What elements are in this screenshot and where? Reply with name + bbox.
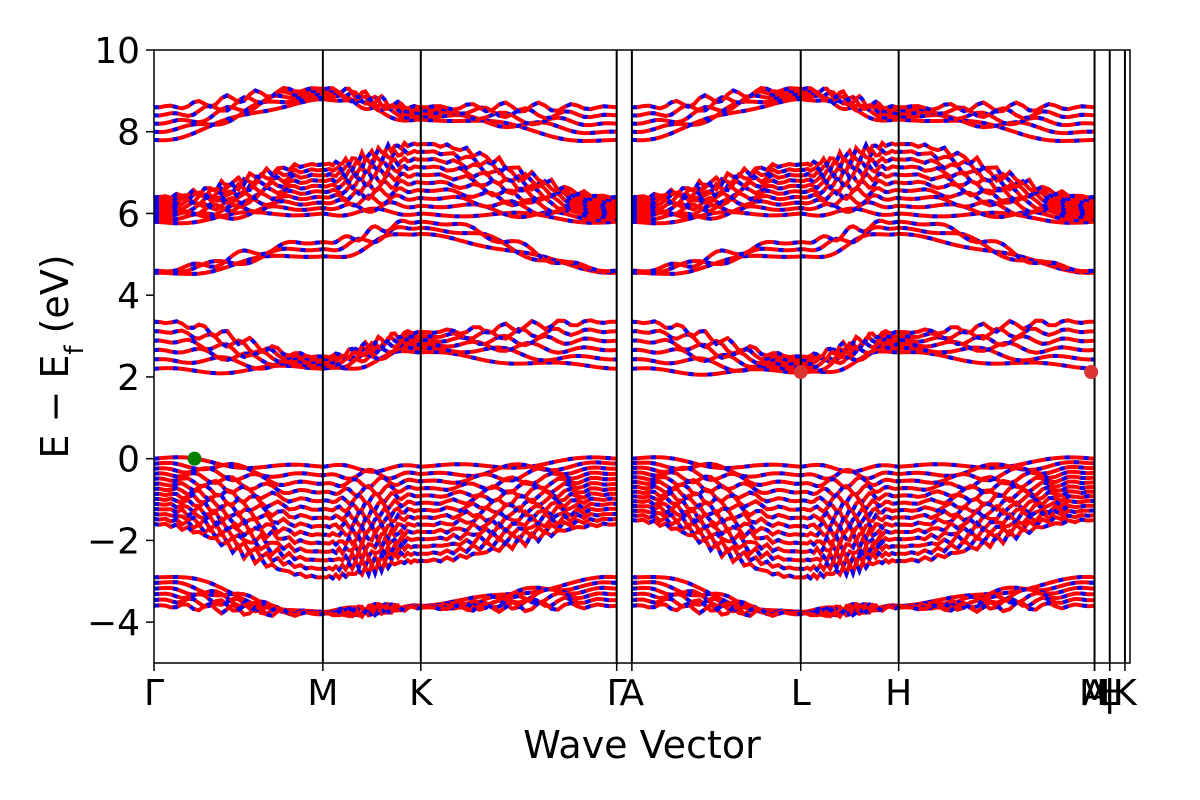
band-spin-down-14 <box>153 496 617 539</box>
band-spin-down-33 <box>153 178 617 214</box>
band-spin-down-43 <box>154 85 617 114</box>
band-spin-up-7 <box>631 460 1095 481</box>
band-spin-down-14 <box>631 493 1095 539</box>
x-tick-label-0: Γ <box>144 673 164 714</box>
band-spin-up-21 <box>631 345 1095 374</box>
x-tick-label-9: | <box>1104 673 1116 714</box>
band-spin-down-27 <box>631 225 1095 275</box>
band-spin-up-15 <box>153 501 617 550</box>
x-tick-label-1: M <box>307 673 338 714</box>
x-tick-label-5: L <box>791 673 811 714</box>
band-spin-down-27 <box>153 225 617 275</box>
y-tick-label-3: 2 <box>117 358 140 399</box>
band-spin-up-30 <box>153 200 617 223</box>
band-spin-up-32 <box>153 185 617 217</box>
y-axis: −4 −2 0 2 4 6 8 10 <box>87 31 154 644</box>
band-lines <box>153 85 1095 620</box>
band-spin-up-20 <box>631 349 1095 377</box>
y-axis-label: E − Ef (eV) <box>33 254 90 458</box>
y-tick-label-5: 6 <box>117 194 140 235</box>
band-spin-down-35 <box>631 162 1095 209</box>
band-spin-up-9 <box>631 469 1095 498</box>
y-tick-label-2: 0 <box>117 440 140 481</box>
band-spin-up-29 <box>153 206 617 226</box>
x-tick-label-3: Γ <box>607 673 627 714</box>
band-spin-down-8 <box>153 465 617 490</box>
band-spin-up-16 <box>631 503 1095 558</box>
x-tick-label-8: M <box>1079 673 1110 714</box>
plot-frame <box>153 49 1131 664</box>
band-spin-up-28 <box>153 218 617 274</box>
marker-cbm-2 <box>1084 365 1099 380</box>
band-spin-up-19 <box>631 517 1095 582</box>
band-spin-up-26 <box>154 231 617 276</box>
band-spin-down-25 <box>631 318 1095 360</box>
band-spin-up-19 <box>153 521 617 582</box>
band-spin-down-10 <box>631 474 1095 506</box>
band-spin-down-5 <box>631 599 1095 620</box>
y-tick-label-1: −2 <box>87 521 140 562</box>
band-spin-up-30 <box>631 200 1095 223</box>
x-tick-label-10: L <box>1100 673 1120 714</box>
band-spin-up-12 <box>631 484 1095 523</box>
band-spin-up-21 <box>153 345 617 371</box>
band-spin-down-24 <box>153 326 617 362</box>
x-tick-label-11: | <box>1104 673 1116 714</box>
marker-vbm-0 <box>187 451 202 466</box>
band-spin-down-25 <box>153 318 617 360</box>
band-spin-up-38 <box>631 139 1095 200</box>
band-spin-up-16 <box>153 506 617 558</box>
band-spin-up-27 <box>631 225 1095 275</box>
x-axis-label: Wave Vector <box>523 723 761 767</box>
band-spin-up-15 <box>631 498 1095 550</box>
y-tick-label-6: 8 <box>117 113 140 154</box>
band-spin-down-12 <box>153 485 617 523</box>
y-tick-label-4: 4 <box>117 276 140 317</box>
extrema-markers <box>187 365 1099 466</box>
band-spin-up-24 <box>631 326 1095 363</box>
band-spin-down-43 <box>631 85 1095 114</box>
band-spin-down-10 <box>153 475 617 506</box>
band-spin-down-35 <box>153 162 617 209</box>
band-spin-down-8 <box>631 464 1095 490</box>
band-spin-up-29 <box>631 206 1095 226</box>
band-spin-up-3 <box>631 591 1095 618</box>
band-spin-up-23 <box>153 333 617 365</box>
band-spin-down-33 <box>631 178 1095 214</box>
x-tick-label-12: H <box>1096 673 1123 714</box>
band-spin-down-40 <box>631 93 1095 136</box>
x-axis: Γ M K ΓA L H AM|L|HK <box>144 663 1138 714</box>
y-tick-label-7: 10 <box>94 31 140 72</box>
band-spin-up-23 <box>631 333 1095 367</box>
x-tick-label-4: A <box>620 673 645 714</box>
band-spin-up-32 <box>631 185 1095 217</box>
y-tick-label-0: −4 <box>87 603 140 644</box>
band-spin-up-3 <box>153 591 617 618</box>
x-tick-label-13: K <box>1113 673 1138 714</box>
band-spin-up-28 <box>631 218 1095 274</box>
band-spin-up-37 <box>154 147 617 203</box>
x-tick-label-7: A <box>1082 673 1107 714</box>
band-spin-up-9 <box>153 470 617 498</box>
marker-cbm-1 <box>793 365 808 380</box>
band-spin-down-17 <box>153 511 617 567</box>
band-spin-down-17 <box>631 508 1095 567</box>
band-spin-up-26 <box>631 231 1095 276</box>
band-spin-down-5 <box>153 599 617 620</box>
band-spin-up-7 <box>153 460 617 481</box>
x-tick-label-6: H <box>885 673 912 714</box>
band-spin-up-20 <box>153 349 617 376</box>
band-spin-down-40 <box>153 93 617 136</box>
band-spin-up-38 <box>153 139 617 200</box>
band-spin-up-37 <box>631 147 1095 203</box>
kpoint-lines <box>321 50 1126 663</box>
band-spin-up-27 <box>153 225 617 275</box>
x-tick-label-2: K <box>409 673 434 714</box>
